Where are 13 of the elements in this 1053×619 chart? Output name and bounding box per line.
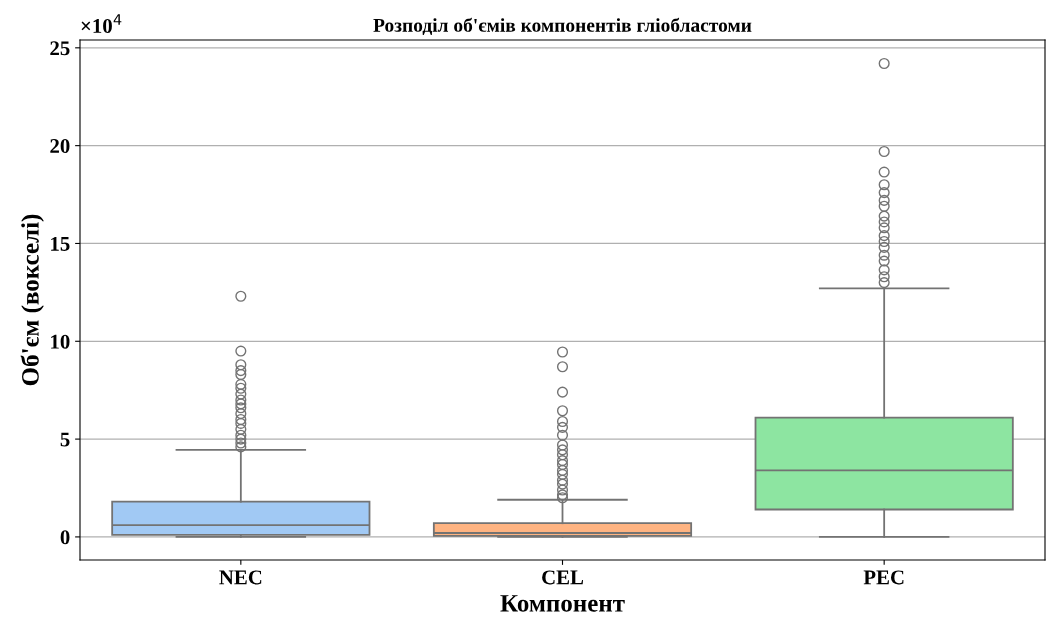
x-axis-title: Компонент (500, 595, 625, 612)
chart-title: Розподіл об'ємів компонентів гліобластоми (373, 17, 752, 36)
x-tick-label: PEC (863, 570, 904, 585)
y-tick-label: 0 (60, 530, 70, 545)
x-tick-label: CEL (542, 570, 584, 585)
y-tick-label: 5 (60, 432, 70, 447)
y-axis-title: Об'єм (вокселі) (20, 214, 44, 386)
y-tick-label: 25 (50, 41, 70, 56)
y-tick-label: 20 (50, 139, 70, 154)
y-tick-label: 10 (51, 334, 70, 349)
text: ×10$^{4}$ (81, 14, 122, 34)
y-tick-label: 15 (51, 236, 70, 251)
x-tick-label: NEC (219, 570, 262, 585)
